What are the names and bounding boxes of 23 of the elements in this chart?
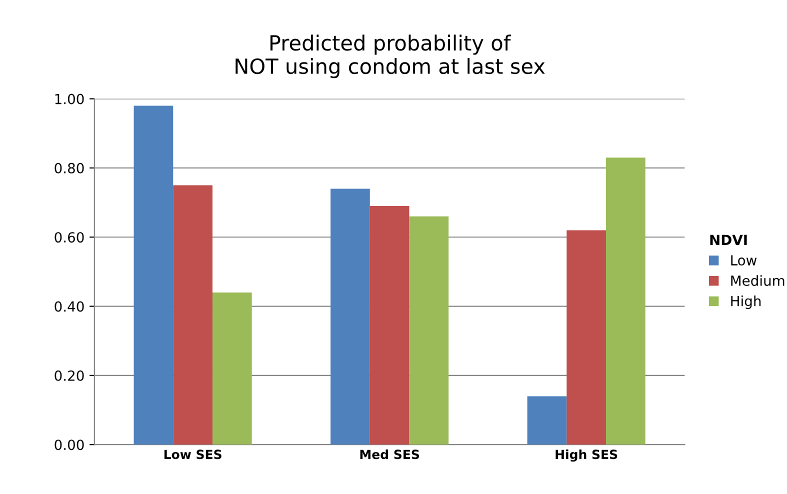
bar xyxy=(566,230,606,445)
x-tick-label: High SES xyxy=(556,449,618,462)
bar xyxy=(212,292,252,445)
x-tick-label: Low SES xyxy=(164,450,222,460)
bar xyxy=(173,185,212,445)
y-tick-label: 0.80 xyxy=(54,162,84,174)
legend-label: Medium xyxy=(731,275,784,286)
bar xyxy=(330,188,370,445)
y-tick-label: 1.00 xyxy=(55,94,84,104)
y-tick-label: 0.60 xyxy=(54,232,84,243)
y-tick-label: 0.40 xyxy=(54,301,84,312)
y-tick-label: 0.20 xyxy=(54,370,84,381)
legend-title: NDVI xyxy=(710,234,747,245)
y-tick-label: 0.00 xyxy=(54,440,84,450)
bar xyxy=(409,216,449,445)
bar xyxy=(134,106,174,445)
chart-title: Predicted probability of NOT using condom at last sex xyxy=(236,34,545,78)
x-tick-label: Med SES xyxy=(360,449,420,460)
legend-label: High xyxy=(731,296,761,309)
legend-label: Low xyxy=(731,255,757,266)
bar xyxy=(370,206,410,445)
bar xyxy=(527,396,567,445)
bar xyxy=(606,158,646,445)
